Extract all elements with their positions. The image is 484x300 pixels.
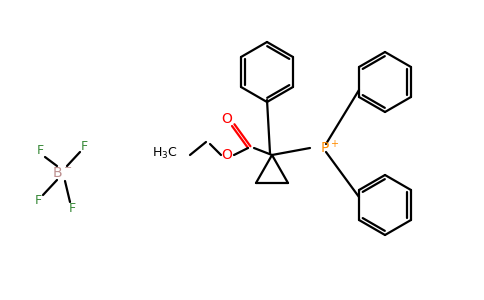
Text: F: F — [36, 145, 44, 158]
Text: F: F — [80, 140, 88, 152]
Text: O: O — [222, 112, 232, 126]
Text: F: F — [68, 202, 76, 214]
Text: P$^+$: P$^+$ — [320, 139, 339, 157]
Text: H$_3$C: H$_3$C — [152, 146, 178, 160]
Text: B$^-$: B$^-$ — [52, 166, 72, 180]
Text: F: F — [34, 194, 42, 208]
Text: O: O — [222, 148, 232, 162]
